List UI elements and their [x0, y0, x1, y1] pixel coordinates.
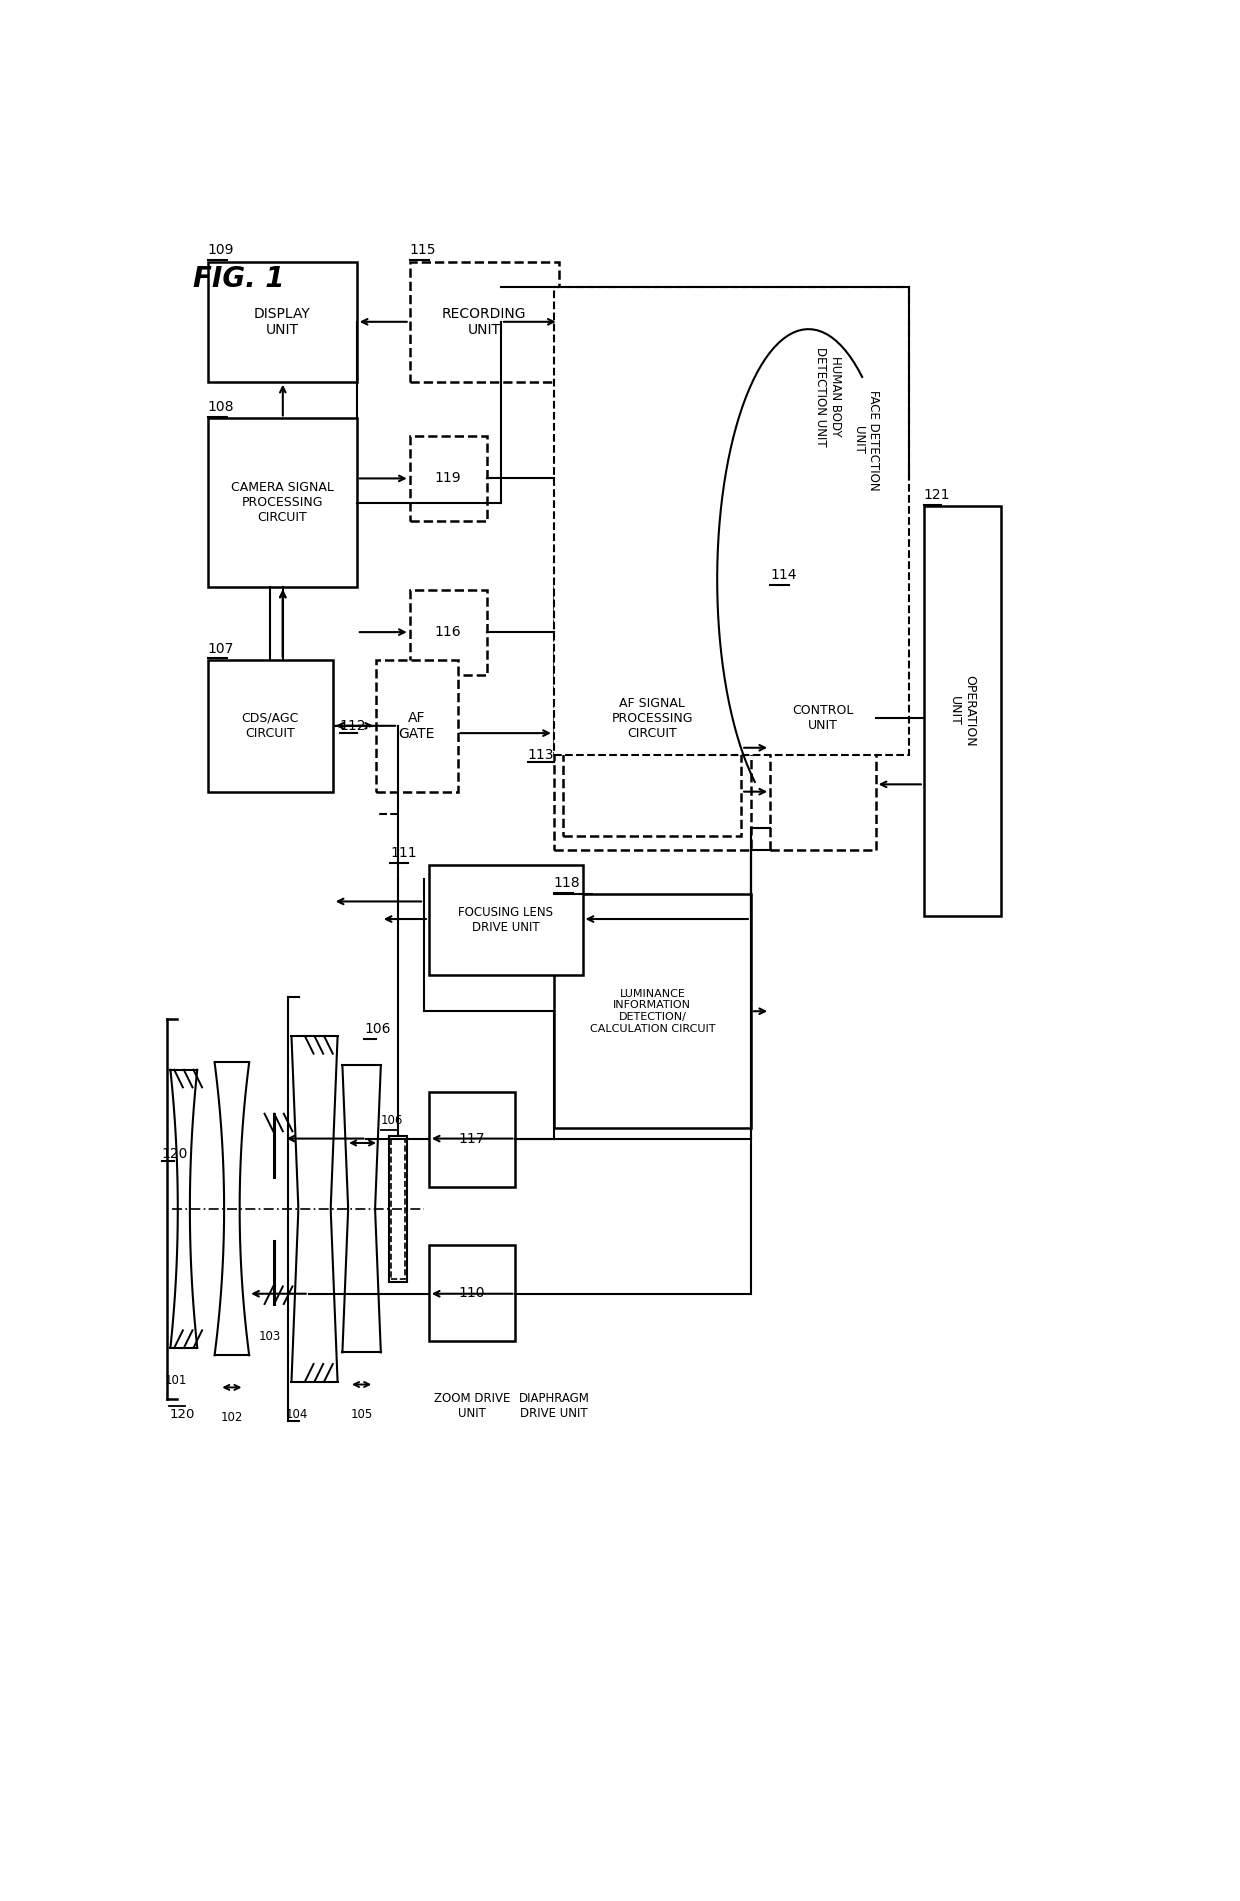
Bar	[208, 660, 332, 791]
Text: RECORDING
UNIT: RECORDING UNIT	[441, 306, 527, 336]
Text: 116: 116	[435, 625, 461, 639]
Bar	[770, 587, 875, 850]
Text: CAMERA SIGNAL
PROCESSING
CIRCUIT: CAMERA SIGNAL PROCESSING CIRCUIT	[231, 481, 334, 525]
Text: 107: 107	[208, 641, 234, 656]
Text: AF
GATE: AF GATE	[399, 711, 435, 741]
Bar	[429, 1091, 516, 1186]
Text: HUMAN BODY
DETECTION UNIT: HUMAN BODY DETECTION UNIT	[813, 346, 842, 447]
Bar	[208, 418, 357, 587]
Text: 106: 106	[365, 1023, 391, 1036]
Bar	[563, 601, 742, 836]
Bar	[409, 435, 486, 521]
Text: 112: 112	[340, 719, 366, 734]
Text: 120: 120	[161, 1146, 188, 1160]
Bar	[392, 1139, 404, 1279]
Text: DIAPHRAGM
DRIVE UNIT: DIAPHRAGM DRIVE UNIT	[518, 1392, 589, 1420]
Text: 120: 120	[170, 1409, 195, 1420]
Bar	[409, 262, 558, 382]
Text: FIG. 1: FIG. 1	[193, 264, 285, 293]
Bar	[554, 287, 909, 755]
Text: 108: 108	[208, 399, 234, 414]
Text: 119: 119	[435, 471, 461, 485]
Text: 114: 114	[770, 568, 796, 582]
Text: FOCUSING LENS
DRIVE UNIT: FOCUSING LENS DRIVE UNIT	[459, 905, 553, 933]
Text: 110: 110	[459, 1285, 485, 1300]
Text: 106: 106	[381, 1114, 403, 1127]
Text: 105: 105	[351, 1409, 373, 1420]
Bar	[389, 1135, 407, 1281]
Text: 121: 121	[924, 489, 950, 502]
Text: FACE DETECTION
UNIT: FACE DETECTION UNIT	[852, 390, 880, 490]
Text: DISPLAY
UNIT: DISPLAY UNIT	[254, 306, 311, 336]
Text: 109: 109	[208, 243, 234, 257]
Bar	[409, 589, 486, 675]
Text: 101: 101	[165, 1374, 187, 1388]
Text: 104: 104	[286, 1409, 309, 1420]
Bar	[429, 1245, 516, 1340]
Text: CONTROL
UNIT: CONTROL UNIT	[792, 705, 853, 732]
Text: LUMINANCE
INFORMATION
DETECTION/
CALCULATION CIRCUIT: LUMINANCE INFORMATION DETECTION/ CALCULA…	[589, 989, 715, 1034]
Text: 115: 115	[409, 243, 436, 257]
Text: 118: 118	[554, 876, 580, 890]
Bar	[554, 587, 751, 850]
Text: 103: 103	[258, 1331, 280, 1344]
Text: OPERATION
UNIT: OPERATION UNIT	[949, 675, 976, 747]
Text: AF SIGNAL
PROCESSING
CIRCUIT: AF SIGNAL PROCESSING CIRCUIT	[611, 698, 693, 739]
Bar	[208, 262, 357, 382]
Bar	[429, 865, 583, 975]
Text: 111: 111	[391, 846, 417, 861]
Text: CDS/AGC
CIRCUIT: CDS/AGC CIRCUIT	[242, 711, 299, 739]
Text: 113: 113	[528, 749, 554, 762]
Bar	[376, 660, 458, 791]
Text: ZOOM DRIVE
UNIT: ZOOM DRIVE UNIT	[434, 1392, 511, 1420]
Text: 117: 117	[459, 1133, 485, 1146]
Bar	[924, 506, 1001, 916]
Bar	[554, 893, 751, 1129]
Text: 102: 102	[221, 1411, 243, 1424]
